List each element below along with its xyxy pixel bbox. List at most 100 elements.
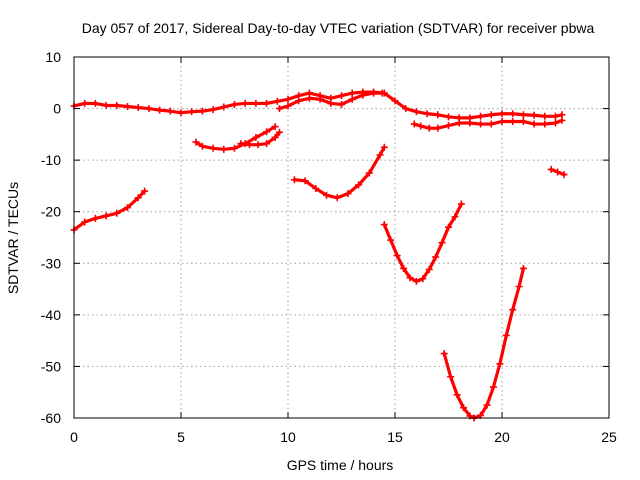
series-arc-10: [547, 165, 568, 179]
data-point: [425, 265, 433, 273]
y-tick-label: -50: [41, 358, 61, 374]
data-point: [166, 107, 174, 115]
data-point: [231, 100, 238, 108]
data-point: [301, 177, 309, 185]
data-point: [316, 95, 324, 103]
data-point: [338, 92, 345, 100]
data-point: [393, 252, 401, 260]
data-point: [432, 253, 440, 261]
data-point: [376, 151, 384, 159]
data-point: [412, 108, 420, 116]
data-point: [113, 101, 121, 109]
data-point: [380, 221, 388, 229]
x-axis-label: GPS time / hours: [287, 457, 394, 473]
series-arc-3: [410, 116, 566, 132]
chart-title: Day 057 of 2017, Sidereal Day-to-day VTE…: [82, 20, 595, 36]
data-point: [477, 120, 485, 128]
data-point: [134, 104, 142, 112]
data-point: [312, 185, 320, 193]
data-point: [558, 116, 566, 124]
x-tick-label: 0: [70, 429, 78, 445]
data-point: [355, 181, 363, 189]
data-point: [402, 105, 410, 113]
data-point: [177, 109, 185, 117]
data-point: [434, 111, 442, 119]
data-point: [455, 119, 463, 127]
data-point: [209, 144, 217, 152]
data-point: [552, 119, 559, 127]
data-point: [419, 275, 427, 283]
series-trace: [382, 202, 463, 283]
data-point: [237, 140, 245, 148]
y-tick-label: -10: [41, 152, 61, 168]
series-trace: [412, 118, 564, 130]
data-point: [447, 373, 455, 381]
x-tick-label: 10: [280, 429, 296, 445]
y-tick-label: -30: [41, 255, 61, 271]
data-point: [412, 277, 420, 285]
y-tick-label: -40: [41, 307, 61, 323]
data-point: [102, 212, 110, 220]
plot-frame: [73, 56, 610, 419]
x-tick-label: 5: [177, 429, 185, 445]
y-tick-label: 10: [45, 49, 61, 65]
data-point: [284, 102, 292, 110]
series-arc-8: [380, 200, 465, 285]
data-point: [400, 264, 408, 272]
data-point: [91, 214, 99, 222]
data-point: [359, 91, 367, 99]
data-point: [209, 106, 217, 114]
data-point: [498, 110, 506, 118]
data-point: [496, 360, 504, 368]
data-point: [198, 107, 206, 115]
data-point: [156, 106, 164, 114]
data-point: [220, 145, 228, 153]
data-point: [252, 99, 260, 107]
series-arc-9: [440, 264, 527, 422]
data-point: [552, 112, 559, 120]
series-trace: [292, 145, 386, 200]
data-point: [410, 120, 418, 128]
series-arc-6: [237, 128, 283, 149]
data-point: [457, 200, 465, 208]
series-arc-5: [192, 123, 279, 153]
data-point: [453, 391, 461, 399]
data-point: [391, 97, 399, 105]
y-axis-label: SDTVAR / TECUs: [5, 182, 21, 294]
data-point: [241, 99, 249, 107]
data-point: [417, 122, 425, 130]
data-point: [271, 133, 279, 141]
data-point: [434, 124, 442, 132]
data-point: [275, 128, 283, 136]
data-point: [378, 89, 386, 97]
data-point: [252, 133, 260, 141]
data-point: [348, 95, 356, 103]
series-arc-4: [70, 187, 149, 234]
x-tick-label: 15: [387, 429, 403, 445]
series-arc-2: [275, 89, 386, 113]
data-point: [530, 111, 538, 119]
data-point: [348, 89, 356, 97]
data-point: [483, 401, 491, 409]
data-point: [445, 223, 452, 231]
data-point: [502, 331, 510, 339]
data-point: [263, 128, 271, 136]
data-point: [295, 97, 303, 105]
data-point: [91, 99, 99, 107]
data-point: [124, 204, 131, 212]
y-tick-label: -60: [41, 410, 61, 426]
data-point: [275, 105, 283, 113]
data-point: [509, 110, 517, 118]
data-series: [70, 88, 568, 422]
data-point: [530, 120, 538, 128]
data-point: [134, 194, 142, 202]
data-point: [141, 187, 149, 195]
data-point: [498, 117, 506, 125]
data-point: [102, 101, 110, 109]
data-point: [333, 194, 341, 202]
data-point: [387, 236, 395, 244]
data-point: [81, 99, 89, 107]
x-tick-label: 20: [494, 429, 510, 445]
data-point: [192, 138, 200, 146]
